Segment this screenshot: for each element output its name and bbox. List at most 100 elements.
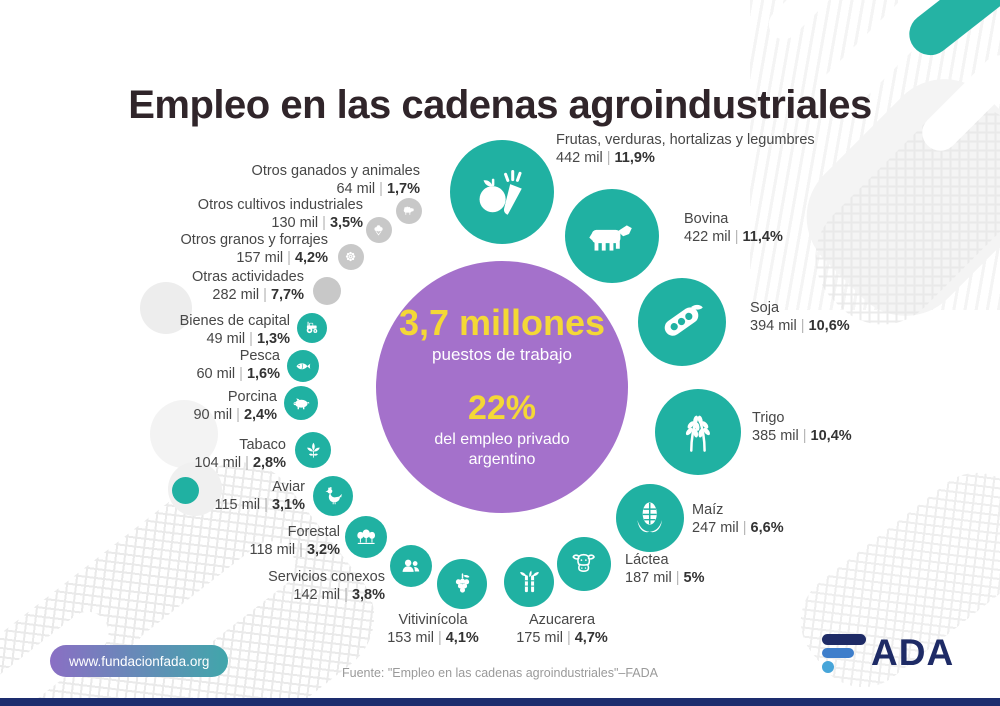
separator: |	[606, 150, 611, 167]
sector-percent: 3,2%	[306, 542, 340, 559]
trees-icon	[357, 529, 375, 544]
sector-percent: 1,6%	[246, 366, 280, 383]
label-frutas: Frutas, verduras, hortalizas y legumbres…	[556, 131, 815, 168]
sector-name: Forestal	[287, 524, 340, 540]
wheat-icon	[685, 415, 711, 452]
sector-value: 115 mil	[214, 497, 261, 514]
sector-percent: 3,5%	[329, 215, 363, 232]
bubble-lactea	[557, 537, 611, 591]
separator: |	[800, 318, 805, 335]
sector-percent: 11,4%	[742, 229, 783, 246]
separator: |	[263, 287, 267, 304]
cow-icon	[589, 225, 632, 251]
fada-f-icon	[822, 633, 866, 673]
fada-logo: ADA	[822, 633, 954, 673]
sunflower-icon	[346, 252, 356, 262]
teal-corner-decoration	[900, 0, 1000, 64]
separator: |	[299, 542, 303, 559]
bubble-trigo	[655, 389, 741, 475]
label-otros-granos: Otros granos y forrajes 157 mil | 4,2%	[181, 231, 328, 268]
tractor-icon	[306, 322, 318, 334]
label-bovina: Bovina 422 mil | 11,4%	[684, 210, 783, 247]
cotton-icon	[374, 225, 384, 236]
sector-percent: 10,6%	[808, 318, 850, 335]
bubble-otros-ganados	[396, 198, 422, 224]
separator: |	[437, 630, 442, 647]
sector-percent: 2,4%	[243, 407, 277, 424]
sector-percent: 7,7%	[270, 287, 304, 304]
bubble-otros-granos	[338, 244, 364, 270]
label-aviar: Aviar 115 mil | 3,1%	[214, 478, 305, 515]
white-pill-decoration-3	[762, 0, 848, 46]
sector-name: Tabaco	[239, 437, 286, 453]
sheep-icon	[404, 207, 415, 216]
source-caption: Fuente: "Empleo en las cadenas agroindus…	[342, 666, 658, 680]
sector-percent: 10,4%	[810, 428, 852, 445]
separator: |	[734, 229, 739, 246]
fada-logo-word: ADA	[871, 632, 955, 673]
sector-value: 442 mil	[556, 150, 603, 167]
sector-name: Otros granos y forrajes	[180, 232, 328, 248]
sector-value: 175 mil	[516, 630, 563, 647]
bubble-soja	[638, 278, 726, 366]
label-pesca: Pesca 60 mil | 1,6%	[196, 347, 280, 384]
bubble-tabaco	[295, 432, 331, 468]
sector-name: Azucarera	[528, 612, 596, 628]
separator: |	[379, 181, 383, 198]
sector-percent: 11,9%	[614, 150, 655, 167]
sector-value: 247 mil	[692, 520, 739, 537]
total-jobs-subline: puestos de trabajo	[432, 344, 572, 364]
sector-name: Otras actividades	[191, 269, 304, 285]
sector-name: Trigo	[752, 410, 785, 426]
private-employment-caption: del empleo privado argentino	[434, 430, 570, 468]
sector-name: Soja	[750, 300, 780, 316]
fish-icon	[296, 362, 311, 370]
teal-dot-decoration	[172, 477, 199, 504]
sector-value: 64 mil	[336, 181, 376, 198]
sector-value: 90 mil	[193, 407, 233, 424]
label-vitivinicola: Vitivinícola 153 mil | 4,1%	[387, 611, 479, 648]
separator: |	[245, 455, 249, 472]
chicken-icon	[325, 487, 343, 505]
soybean-icon	[665, 305, 704, 337]
sector-value: 153 mil	[387, 630, 434, 647]
sector-value: 104 mil	[194, 455, 242, 472]
sector-name: Otros cultivos industriales	[197, 197, 363, 213]
sector-name: Vitivinícola	[398, 612, 468, 628]
bubble-porcina	[284, 386, 318, 420]
sector-value: 49 mil	[206, 331, 246, 348]
separator: |	[239, 366, 243, 383]
sector-value: 282 mil	[212, 287, 260, 304]
apple-carrot-icon	[479, 169, 522, 215]
bubble-bienes	[297, 313, 327, 343]
sector-value: 118 mil	[249, 542, 296, 559]
sector-name: Porcina	[227, 389, 277, 405]
label-maiz: Maíz 247 mil | 6,6%	[692, 501, 784, 538]
separator: |	[322, 215, 326, 232]
sector-percent: 1,7%	[386, 181, 420, 198]
sector-value: 142 mil	[293, 587, 341, 604]
bubble-frutas	[450, 140, 554, 244]
sector-name: Aviar	[272, 479, 305, 495]
sector-value: 60 mil	[196, 366, 236, 383]
label-bienes: Bienes de capital 49 mil | 1,3%	[180, 312, 290, 349]
corn-icon	[637, 502, 663, 533]
bottom-accent-bar	[0, 698, 1000, 706]
bubble-bovina	[565, 189, 659, 283]
tobacco-icon	[306, 442, 320, 458]
sector-name: Servicios conexos	[268, 569, 385, 585]
sector-name: Bovina	[684, 211, 729, 227]
sector-value: 385 mil	[752, 428, 799, 445]
label-lactea: Láctea 187 mil | 5%	[625, 551, 705, 588]
bubble-otras-actividades	[313, 277, 341, 305]
label-forestal: Forestal 118 mil | 3,2%	[249, 523, 340, 560]
separator: |	[566, 630, 571, 647]
sector-value: 157 mil	[236, 250, 284, 267]
label-porcina: Porcina 90 mil | 2,4%	[193, 388, 277, 425]
sector-percent: 5%	[683, 570, 705, 587]
sector-percent: 6,6%	[750, 520, 784, 537]
separator: |	[249, 331, 253, 348]
sector-value: 130 mil	[271, 215, 319, 232]
sector-value: 394 mil	[750, 318, 797, 335]
label-otros-cultivos: Otros cultivos industriales 130 mil | 3,5%	[198, 196, 363, 233]
